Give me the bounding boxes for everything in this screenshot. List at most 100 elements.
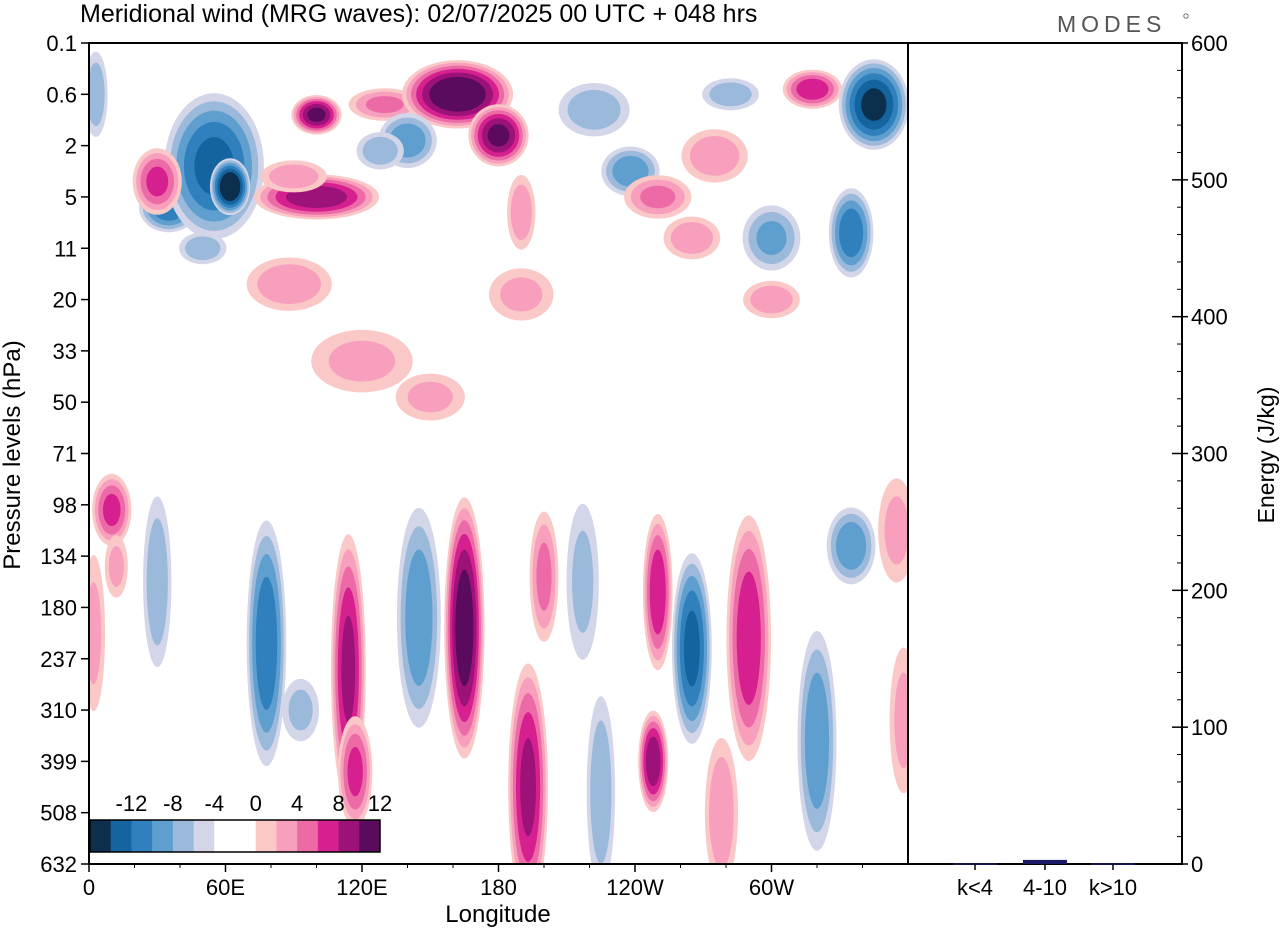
y-tick-label: 0.1 — [46, 31, 77, 56]
energy-bar — [1023, 859, 1067, 864]
heatmap-cell-26 — [488, 268, 554, 321]
heatmap-cell-45 — [726, 515, 772, 762]
heatmap-contour — [341, 615, 356, 723]
heatmap-contour — [269, 164, 319, 189]
heatmap-cell-35 — [337, 716, 373, 828]
heatmap-contour — [567, 89, 621, 130]
x-tick-label: 60W — [749, 875, 794, 900]
heatmap-cell-43 — [638, 710, 669, 813]
heatmap-contour — [640, 185, 676, 209]
y-tick-label: 71 — [53, 442, 77, 467]
heatmap-contour — [796, 78, 829, 100]
heatmap-contour — [219, 172, 241, 202]
x-tick-label: 180 — [480, 875, 517, 900]
heatmap-contour — [146, 518, 168, 646]
y-tick-label: 237 — [40, 647, 77, 672]
heatmap-cell-42 — [642, 513, 673, 671]
y-tick-label: 310 — [40, 698, 77, 723]
heatmap-contour — [645, 736, 661, 787]
heatmap-cell-12 — [132, 148, 182, 215]
y-tick-label: 134 — [40, 544, 77, 569]
heatmap-cell-38 — [508, 663, 548, 864]
heatmap-cell-11 — [356, 132, 404, 170]
colorbar-swatch — [338, 820, 360, 852]
y-tick-label: 508 — [40, 801, 77, 826]
heatmap-contour — [709, 757, 734, 864]
heatmap-cell-9 — [468, 104, 529, 167]
heatmap-cell-4 — [291, 95, 342, 135]
colorbar-label: 0 — [250, 791, 262, 816]
colorbar-frame — [89, 819, 381, 853]
heatmap-contour — [836, 522, 867, 570]
x-tick-label: 120W — [606, 875, 664, 900]
heatmap-contour — [102, 493, 121, 527]
y-tick-label: 632 — [40, 852, 77, 877]
energy-panel-frame — [907, 42, 1183, 865]
heatmap-cell-30 — [92, 473, 132, 546]
heatmap-contour — [756, 220, 787, 255]
heatmap-cell-20 — [828, 188, 874, 278]
colorbar-swatch — [214, 820, 236, 852]
heatmap-cell-36 — [396, 507, 441, 728]
colorbar-swatch — [152, 820, 174, 852]
energy-tick-label: 400 — [1191, 305, 1228, 330]
colorbar-label: -8 — [163, 791, 183, 816]
heatmap-contour — [407, 381, 453, 413]
heatmap-contour — [590, 720, 612, 864]
energy-bars: k<4 4-10 k>10 — [953, 859, 1137, 900]
energy-category-label: k<4 — [957, 875, 993, 900]
heatmap-cell-25 — [246, 257, 332, 311]
heatmap-contour — [670, 222, 714, 254]
heatmap-cell-32 — [246, 520, 287, 767]
heatmap-cell-2 — [209, 158, 251, 216]
heatmap-contour — [520, 737, 536, 837]
heatmap-contour — [347, 746, 363, 797]
heatmap-cell-52 — [89, 555, 106, 712]
colorbar-swatch — [131, 820, 153, 852]
heatmap-cell-29 — [395, 373, 465, 421]
heatmap-cell-6 — [260, 160, 327, 193]
heatmap-contour — [257, 264, 321, 305]
heatmap-contour — [108, 545, 124, 587]
energy-tick-label: 500 — [1191, 168, 1228, 193]
heatmap-cell-3 — [89, 51, 108, 138]
heatmap-cell-37 — [444, 497, 485, 759]
heatmap-contour — [328, 340, 396, 382]
heatmap-contour — [405, 549, 433, 686]
colorbar-swatch — [255, 820, 277, 852]
colorbar-swatch — [235, 820, 257, 852]
heatmap-cell-17 — [782, 69, 843, 109]
energy-tick-label: 300 — [1191, 442, 1228, 467]
y-tick-label: 399 — [40, 749, 77, 774]
heatmap-contour — [804, 672, 830, 809]
colorbar-label: 4 — [291, 791, 303, 816]
heatmap-contour — [861, 88, 887, 121]
heatmap-contour — [500, 277, 543, 312]
heatmap-contour — [185, 236, 221, 261]
heatmap-contour — [288, 689, 313, 731]
heatmap-contour — [146, 166, 169, 197]
heatmap-cell-21 — [742, 205, 801, 271]
y-tick-label: 0.6 — [46, 82, 77, 107]
heatmap-cell-44 — [671, 553, 712, 744]
heatmap-cell-24 — [179, 232, 227, 265]
heatmap-cell-50 — [889, 647, 908, 794]
heatmap-contour — [649, 549, 666, 635]
heatmap-contour — [89, 62, 105, 127]
brand-registered-mark — [1183, 13, 1189, 19]
heatmap-contour — [455, 569, 474, 687]
heatmap-cell-22 — [663, 216, 721, 260]
heatmap-cell-18 — [702, 78, 759, 111]
y-tick-label: 5 — [65, 185, 77, 210]
heatmap-contour — [487, 124, 510, 147]
heatmap-contour — [683, 610, 700, 687]
energy-axis-ticks: 0 100 200 300 400 500 600 — [1172, 31, 1228, 877]
y-tick-label: 180 — [40, 595, 77, 620]
x-tick-label: 120E — [336, 875, 387, 900]
heatmap-contour — [689, 135, 740, 176]
heatmap-cell-41 — [586, 696, 616, 864]
x-axis-ticks: 0 60E 120E 180 120W 60W — [83, 864, 863, 900]
heatmap-contour — [89, 582, 102, 685]
energy-tick-label: 100 — [1191, 715, 1228, 740]
